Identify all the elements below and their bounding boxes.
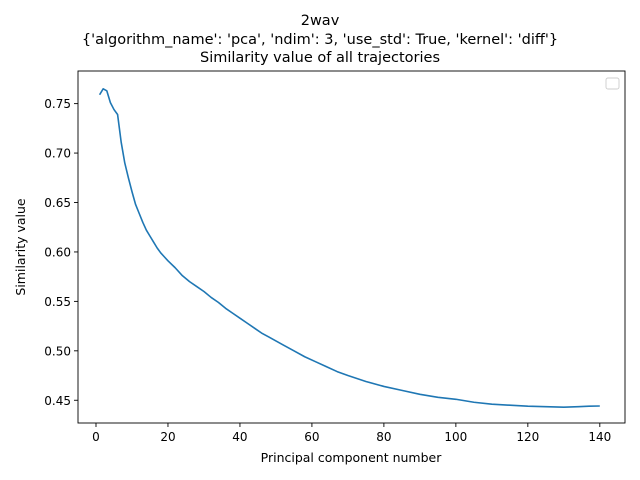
y-tick-label: 0.75 [44, 97, 71, 111]
x-tick-label: 40 [232, 430, 247, 444]
x-tick-label: 20 [160, 430, 175, 444]
x-tick-label: 80 [376, 430, 391, 444]
x-tick-label: 0 [92, 430, 100, 444]
chart-title-line-3: Similarity value of all trajectories [200, 50, 440, 66]
x-tick-label: 100 [444, 430, 467, 444]
plot-frame [77, 70, 626, 424]
x-axis-label: Principal component number [261, 450, 443, 465]
chart-title-line-1: 2wav [300, 13, 340, 29]
axis-group: 0 20 40 60 80 100 120 140 0.45 0.50 0.55 0.60 0.65 0.… [44, 97, 611, 444]
series-group [98, 88, 600, 408]
y-tick-label: 0.60 [44, 245, 71, 259]
series-line-0 [98, 88, 600, 408]
y-tick-label: 0.50 [44, 344, 71, 358]
y-tick-label: 0.65 [44, 196, 71, 210]
chart-title-line-2: {'algorithm_name': 'pca', 'ndim': 3, 'us… [81, 32, 559, 48]
y-axis-label: Similarity value [13, 198, 28, 296]
x-tick-label: 60 [304, 430, 319, 444]
x-tick-label: 140 [588, 430, 611, 444]
x-tick-label: 120 [516, 430, 539, 444]
y-tick-label: 0.70 [44, 147, 71, 161]
legend-box [605, 77, 620, 90]
y-tick-label: 0.45 [44, 394, 71, 408]
y-tick-label: 0.55 [44, 295, 71, 309]
